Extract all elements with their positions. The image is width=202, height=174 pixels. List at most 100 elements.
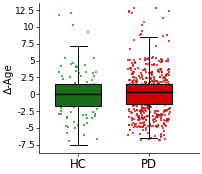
Point [149,96,152,99]
Point [148,86,152,89]
Point [155,114,158,117]
Point [153,112,156,115]
Point [82,105,85,107]
Point [160,132,163,135]
Point [133,123,137,125]
Point [146,84,149,86]
Point [153,134,156,137]
Point [133,118,136,120]
Point [153,78,156,80]
Point [162,122,165,125]
Point [85,91,88,94]
Point [79,75,82,78]
Point [139,84,142,87]
Point [138,118,141,121]
Point [156,81,159,84]
Point [162,17,165,19]
Point [145,118,148,121]
Point [75,69,78,72]
Point [128,93,131,96]
Point [148,72,151,75]
Point [131,81,134,84]
Point [58,14,61,17]
Point [141,116,144,119]
Point [129,59,132,61]
Point [134,92,138,95]
Point [146,104,150,106]
Point [80,95,83,98]
Point [166,101,169,104]
Point [133,7,136,10]
Point [154,116,157,119]
Point [137,114,140,117]
Point [158,114,161,117]
Point [138,109,142,112]
Point [145,101,148,104]
Point [76,66,80,69]
Point [149,100,153,102]
Point [79,96,82,99]
Point [144,119,147,122]
Point [139,88,142,91]
Point [150,85,153,88]
Point [96,137,99,140]
Point [160,73,164,76]
Point [143,124,146,127]
Point [66,89,69,92]
Point [159,102,162,105]
Point [148,90,151,93]
Point [65,132,68,135]
Point [132,107,135,110]
Point [140,100,143,103]
Point [84,101,88,104]
Point [157,60,160,62]
Point [127,59,130,61]
Point [147,82,151,85]
Point [166,109,169,112]
Point [132,132,135,135]
Point [159,84,162,87]
Point [160,89,163,92]
Point [139,125,142,128]
Point [140,89,143,92]
Point [136,126,139,128]
Point [82,103,86,106]
Point [137,67,140,70]
Point [157,89,160,92]
Point [140,108,143,111]
Point [151,114,154,117]
Point [58,94,61,97]
Point [150,72,153,74]
Point [88,97,92,100]
Point [148,104,151,107]
Point [69,11,73,14]
Point [161,100,164,103]
Point [154,57,157,60]
Point [132,70,135,73]
Point [86,122,89,124]
Point [141,93,145,96]
Bar [126,84,172,104]
Point [147,107,150,110]
Point [95,108,98,111]
Point [164,94,168,97]
Point [144,87,148,89]
Point [163,108,166,111]
Point [143,82,146,85]
Point [166,100,170,102]
Point [144,83,147,86]
Point [141,95,144,98]
Point [162,119,165,122]
Point [132,63,135,66]
Point [73,81,77,84]
Point [132,92,136,94]
Point [147,97,150,99]
Point [78,72,81,74]
Point [129,85,132,88]
Point [83,134,86,137]
Point [133,76,136,79]
Point [92,57,95,60]
Point [145,77,148,80]
Point [139,132,142,135]
Point [131,117,134,120]
